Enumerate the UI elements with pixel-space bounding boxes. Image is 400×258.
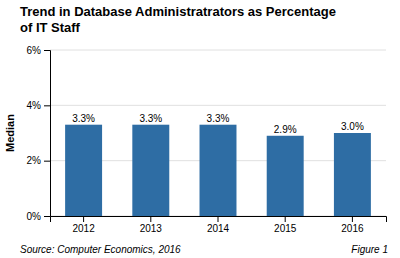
plot: 3.3% 3.3% 3.3% 2.9% 3.0% 0% 2% 4% 6% 2012 2013 2014… [27,45,387,234]
x-tick-mark [218,216,219,222]
x-tick-label: 2013 [140,223,163,234]
title: Trend in Database Administratrators as P… [20,4,336,35]
y-tick-label: 0% [27,211,42,222]
y-tick-mark [44,216,50,217]
x-axis-line [51,217,387,223]
y-axis: 0% 2% 4% 6% [27,45,51,222]
y-axis-line [44,51,51,217]
data-label: 3.3% [139,113,162,124]
chart-svg: Trend in Database Administratrators as P… [0,0,400,258]
y-tick-label: 4% [27,100,42,111]
data-labels: 3.3% 3.3% 3.3% 2.9% 3.0% [72,113,364,135]
title-line: of IT Staff [20,20,81,35]
x-tick: 2016 [341,216,364,234]
title-line: Trend in Database Administratrators as P… [20,4,336,19]
bars [65,125,371,216]
data-label: 2.9% [274,124,297,135]
y-tick: 2% [27,155,50,166]
bar [200,125,237,216]
x-tick-mark [83,216,84,222]
x-tick-label: 2012 [72,223,95,234]
x-tick-mark [150,216,151,222]
y-axis-title: Median [4,114,16,152]
grid [50,50,386,216]
bar [334,133,371,216]
bar [267,136,304,216]
y-tick-mark [44,161,50,162]
bar [65,125,102,216]
y-tick-label: 2% [27,155,42,166]
y-tick: 4% [27,100,50,111]
x-tick: 2012 [72,216,95,234]
x-tick-label: 2014 [207,223,230,234]
y-tick-mark [44,105,50,106]
annotation: Figure 1 [351,244,388,255]
grid-line [50,105,386,106]
chart-container: Trend in Database Administratrators as P… [0,0,400,258]
x-tick: 2013 [140,216,163,234]
y-tick: 0% [27,211,50,222]
x-tick: 2014 [207,216,230,234]
x-tick-mark [352,216,353,222]
x-tick-label: 2015 [274,223,297,234]
x-axis: 2012 2013 2014 2015 2016 [51,216,387,234]
grid-line [50,50,386,51]
annotation: Source: Computer Economics, 2016 [20,244,181,255]
y-tick: 6% [27,45,50,56]
data-label: 3.0% [341,121,364,132]
data-label: 3.3% [72,113,95,124]
y-tick-mark [44,50,50,51]
x-tick: 2015 [274,216,297,234]
data-label: 3.3% [207,113,230,124]
x-tick-mark [285,216,286,222]
bar [132,125,169,216]
y-tick-label: 6% [27,45,42,56]
x-tick-label: 2016 [341,223,364,234]
